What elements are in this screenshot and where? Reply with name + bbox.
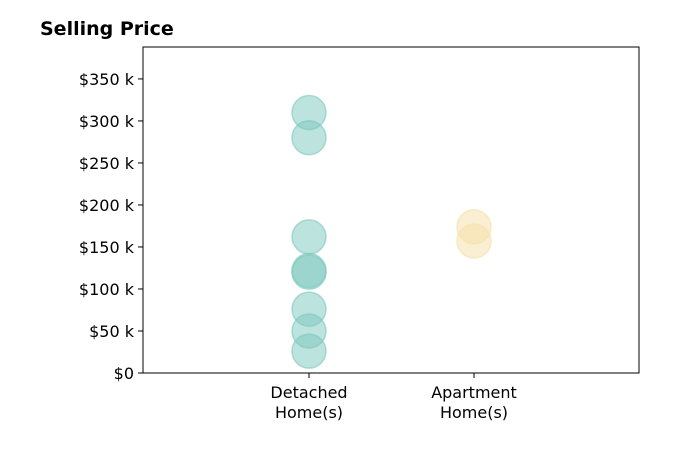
- y-tick-label: $350 k: [79, 70, 135, 89]
- chart-title: Selling Price: [40, 18, 174, 40]
- data-point-0-1: [291, 119, 327, 156]
- data-point-0-7: [291, 333, 327, 369]
- x-tick-label: Apartment Home(s): [431, 383, 517, 422]
- x-axis: Detached Home(s) Apartment Home(s): [270, 373, 517, 422]
- plot-area-frame: [142, 46, 640, 374]
- y-tick-label: $150 k: [79, 238, 135, 257]
- y-tick-label: $100 k: [79, 280, 135, 299]
- data-point-0-4: [291, 254, 327, 290]
- y-axis: $0 $50 k $100 k $150 k $200 k $250 k $300 k $35…: [79, 70, 143, 383]
- y-tick-label: $0: [114, 364, 134, 383]
- y-tick-label: $300 k: [79, 112, 135, 131]
- plot-marks: [291, 94, 492, 369]
- data-point-1-1: [456, 223, 492, 259]
- data-point-0-2: [291, 219, 327, 255]
- y-tick-label: $250 k: [79, 154, 135, 173]
- x-tick-label: Detached Home(s): [270, 383, 347, 422]
- y-tick-label: $50 k: [89, 322, 135, 341]
- y-tick-label: $200 k: [79, 196, 135, 215]
